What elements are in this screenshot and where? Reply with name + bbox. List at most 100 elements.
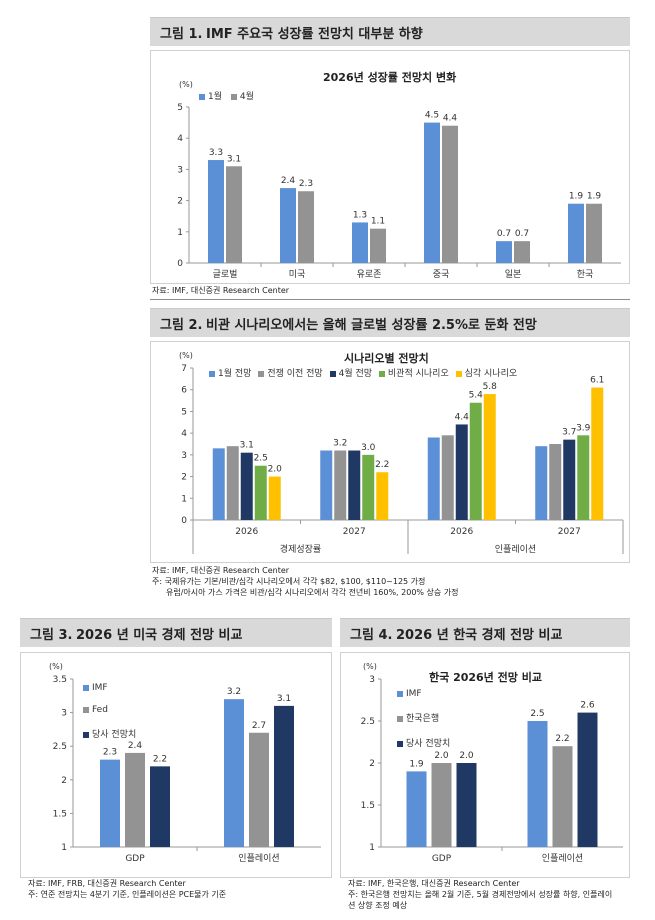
y-tick-label: 1.5 (53, 809, 67, 819)
figure-2-source: 자료: IMF, 대신증권 Research Center 주: 국제유가는 기… (152, 565, 459, 598)
data-label: 2.0 (459, 751, 474, 761)
figure-3: 그림 3. 2026 년 미국 경제 전망 비교 IMF Fed 당사 전망치 … (20, 618, 332, 908)
data-label: 2.6 (580, 701, 595, 711)
legend-item: IMF (397, 689, 450, 699)
x-tick-label: GDP (125, 854, 145, 864)
data-label: 1.9 (409, 759, 424, 769)
figure-4-header: 그림 4. 2026 년 한국 경제 전망 비교 (340, 618, 630, 647)
y-tick-label: 5 (177, 103, 183, 113)
data-label: 2.2 (375, 460, 389, 470)
bar (298, 191, 314, 263)
y-tick-label: 1 (369, 843, 375, 853)
legend-swatch-icon (455, 370, 462, 377)
chart-4-legend: IMF 한국은행 당사 전망치 (397, 689, 456, 761)
bar (591, 387, 604, 520)
data-label: 6.1 (590, 376, 604, 386)
legend-label: 전쟁 이전 전망 (267, 369, 323, 379)
x-tick-label: 2026 (235, 527, 258, 537)
legend-item: 비관적 시나리오 (378, 366, 449, 379)
figure-1-header: 그림 1. IMF 주요국 성장률 전망치 대부분 하향 (150, 17, 630, 46)
bar (455, 424, 468, 520)
bar (577, 435, 590, 520)
bar (240, 452, 253, 520)
data-label: 2.5 (254, 454, 268, 464)
data-label: 2.2 (153, 754, 167, 764)
y-axis-unit: (%) (49, 662, 63, 671)
figure-4: 그림 4. 2026 년 한국 경제 전망 비교 한국 2026년 전망 비교 … (340, 618, 630, 918)
data-label: 2.0 (434, 751, 449, 761)
legend-swatch-icon (258, 370, 265, 377)
legend-swatch-icon (329, 370, 336, 377)
bar (424, 122, 440, 263)
bar (268, 476, 281, 520)
data-label: 3.1 (227, 154, 241, 164)
source-line: 자료: IMF, 한국은행, 대신증권 Research Center (348, 879, 520, 888)
data-label: 4.5 (425, 111, 439, 121)
legend-swatch-icon (83, 684, 89, 691)
bar (586, 203, 602, 263)
y-tick-label: 0 (181, 516, 187, 526)
legend-item: 4월 (230, 89, 254, 102)
legend-label: 당사 전망치 (92, 730, 137, 740)
legend-item: Fed (83, 705, 136, 715)
chart-1-plot: (%) 0 1 2 3 4 5 3.3 3.1 글로벌 2.4 2.3 미국 1.3 1.1 유로존 4.5 4.… (177, 80, 621, 280)
bar (212, 448, 225, 520)
bar (352, 222, 368, 263)
data-label: 4.4 (443, 114, 458, 124)
x-tick-label: 2026 (450, 527, 473, 537)
bar (320, 450, 333, 520)
bar (431, 763, 452, 847)
figure-3-source: 자료: IMF, FRB, 대신증권 Research Center 주: 연준… (28, 878, 226, 900)
data-label: 2.2 (555, 734, 569, 744)
data-label: 1.3 (353, 210, 367, 220)
legend-label: 1월 (208, 92, 223, 102)
legend-swatch-icon (378, 370, 385, 377)
bar (514, 241, 530, 263)
bar (226, 446, 239, 520)
y-tick-label: 3 (369, 675, 375, 685)
legend-swatch-icon (230, 93, 237, 100)
data-label: 3.2 (333, 439, 347, 449)
data-label: 3.9 (576, 423, 591, 433)
y-tick-label: 2 (61, 776, 67, 786)
x-group-label: 경제성장률 (280, 543, 321, 555)
data-label: 3.7 (562, 428, 576, 438)
chart-2-plot: (%) 0 1 2 3 4 5 6 7 3.12.52.0 2026 3.2 3.0 2.2 2027 4.4… (179, 351, 624, 555)
bar (370, 228, 386, 263)
bar (442, 125, 458, 263)
legend-item: 한국은행 (397, 711, 450, 724)
x-tick-label: 2027 (558, 527, 581, 537)
y-axis-unit: (%) (179, 80, 193, 89)
chart-1-frame: 2026년 성장률 전망치 변화 1월 4월 (%) 0 1 2 3 4 5 3.3 3.1 글로… (150, 50, 630, 284)
bar (563, 439, 576, 520)
legend-label: 심각 시나리오 (464, 369, 518, 379)
data-label: 3.1 (240, 441, 254, 451)
bar (577, 712, 598, 847)
source-line: 주: 국제유가는 기본/비관/심각 시나리오에서 각각 $82, $100, $… (152, 577, 426, 586)
source-line: 유럽/아시아 가스 가격은 비관/심각 시나리오에서 각각 전년비 160%, … (166, 588, 459, 597)
figure-4-number: 그림 4. (350, 628, 393, 643)
bar (456, 763, 477, 847)
bar (469, 402, 482, 520)
y-axis-unit: (%) (179, 351, 193, 360)
chart-4-frame: 한국 2026년 전망 비교 IMF 한국은행 당사 전망치 (%) 1 1.5 2 2… (340, 652, 630, 878)
figure-2-number: 그림 2. (160, 318, 203, 333)
data-label: 3.0 (361, 443, 376, 453)
y-tick-label: 1 (177, 228, 183, 238)
data-label: 3.2 (227, 687, 241, 697)
data-label: 1.1 (371, 217, 385, 227)
y-tick-label: 0 (177, 259, 183, 269)
x-group-label: 인플레이션 (495, 544, 536, 555)
x-tick-label: 중국 (433, 269, 450, 280)
figure-1: 그림 1. IMF 주요국 성장률 전망치 대부분 하향 2026년 성장률 전… (150, 17, 630, 302)
legend-label: 4월 전망 (338, 369, 373, 379)
legend-item: 1월 (199, 89, 222, 102)
data-label: 1.9 (587, 192, 602, 202)
chart-1-title: 2026년 성장률 전망치 변화 (323, 71, 457, 84)
x-tick-label: 미국 (289, 269, 306, 280)
legend-item: 당사 전망치 (397, 736, 450, 749)
bar (568, 203, 584, 263)
source-line: 자료: IMF, 대신증권 Research Center (152, 566, 290, 575)
data-label: 2.4 (281, 176, 296, 186)
bar (552, 746, 573, 847)
